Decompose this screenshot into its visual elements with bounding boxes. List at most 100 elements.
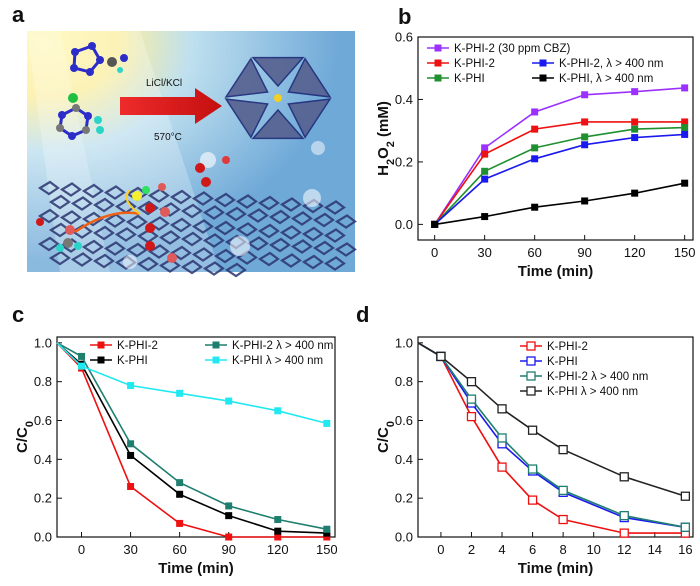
data-point (581, 133, 589, 141)
series-line (434, 126, 685, 225)
lattice-cell (136, 200, 159, 216)
legend-label: K-PHI-2 λ > 400 nm (547, 371, 648, 383)
lattice-cell (103, 185, 126, 200)
triazole-molecule (70, 42, 128, 76)
data-point (631, 118, 639, 126)
data-point (527, 495, 538, 505)
framework-triangle (224, 57, 269, 98)
legend-swatch-marker (539, 59, 547, 67)
data-point (78, 362, 86, 370)
framework-triangle (287, 57, 332, 98)
lattice-cell (114, 227, 137, 242)
data-point (481, 150, 489, 158)
light-dot (200, 152, 216, 168)
data-point (127, 440, 135, 448)
legend-swatch-marker (434, 59, 442, 67)
lattice-cell (169, 189, 192, 205)
data-point (323, 529, 331, 537)
x-tick-label: 150 (674, 245, 696, 260)
legend-swatch-marker (434, 44, 442, 52)
data-point (681, 118, 689, 126)
x-tick-label: 30 (477, 245, 491, 260)
y-tick-label: 0.8 (395, 374, 413, 389)
triazine-molecule (56, 93, 104, 140)
plot-frame (56, 336, 336, 538)
data-point (176, 519, 184, 527)
legend-swatch-marker (97, 341, 105, 349)
lattice-cell (312, 212, 335, 228)
lattice-cell (235, 194, 258, 209)
data-point (681, 84, 689, 92)
light-dot (230, 236, 250, 256)
data-point (531, 155, 539, 163)
data-point (497, 462, 507, 472)
lattice-cell (136, 228, 159, 244)
x-tick-label: 0 (431, 245, 438, 260)
plot-frame (417, 336, 694, 538)
data-point (466, 394, 477, 404)
lattice-cell (180, 203, 203, 219)
y-axis-label: C/C0 (375, 421, 397, 453)
lattice-cell (279, 197, 302, 212)
temperature-label: 570°C (154, 132, 182, 143)
lattice-cell (246, 208, 269, 223)
lattice-cell (147, 188, 170, 203)
lattice-cell (92, 225, 115, 241)
lattice-cell (92, 253, 115, 269)
y-axis-label: H2O2 (mM) (375, 101, 397, 176)
legend-label: K-PHI-2 (30 ppm CBZ) (454, 43, 570, 55)
lattice-cell (37, 208, 60, 224)
framework-triangle (251, 56, 305, 88)
data-point (619, 510, 629, 521)
data-point (176, 490, 184, 498)
legend-label: K-PHI (117, 355, 148, 367)
lattice-cell (268, 237, 291, 253)
legend-label: K-PHI λ > 400 nm (232, 355, 323, 367)
lattice-cell (213, 248, 236, 264)
series-line (417, 342, 686, 497)
x-tick-label: 120 (267, 542, 289, 557)
legend-label: K-PHI λ > 400 nm (547, 386, 638, 398)
lattice-cell (191, 219, 214, 234)
x-tick-label: 16 (678, 542, 692, 557)
data-point (531, 108, 539, 116)
potassium-ion (274, 94, 282, 102)
light-beam (27, 31, 220, 272)
x-tick-label: 90 (577, 245, 591, 260)
data-point (323, 533, 331, 541)
lattice-cell (323, 256, 346, 271)
data-point (631, 189, 639, 197)
data-point (127, 382, 135, 390)
lattice-cell (48, 194, 71, 210)
data-point (581, 141, 589, 149)
lattice-cell (125, 242, 148, 258)
data-point (531, 125, 539, 133)
data-point (274, 527, 282, 535)
y-axis-label: C/C0 (14, 421, 36, 453)
lattice-cell (213, 192, 236, 208)
x-tick-label: 0 (78, 542, 85, 557)
data-point (681, 124, 689, 132)
x-tick-label: 14 (648, 542, 662, 557)
data-point (558, 485, 568, 496)
lattice-cell (180, 231, 203, 247)
synthesis-arrow (120, 88, 222, 124)
framework-structure (224, 56, 332, 140)
panel-letter-b: b (398, 4, 411, 29)
light-dot (123, 255, 137, 269)
lattice-cell (290, 211, 313, 226)
lattice-cell (70, 196, 93, 211)
lattice-cell (323, 228, 346, 243)
series-line (417, 342, 686, 534)
data-point (431, 220, 439, 228)
lattice-cell (48, 250, 71, 266)
x-tick-label: 2 (468, 542, 475, 557)
lattice-cell (301, 226, 324, 242)
lattice-cell (59, 210, 82, 225)
lattice-cell (301, 254, 324, 270)
data-point (527, 464, 538, 474)
data-point (225, 533, 233, 541)
lattice-cell (334, 242, 357, 257)
arrow-label: LiCl/KCl (146, 78, 182, 89)
data-point (466, 377, 477, 387)
